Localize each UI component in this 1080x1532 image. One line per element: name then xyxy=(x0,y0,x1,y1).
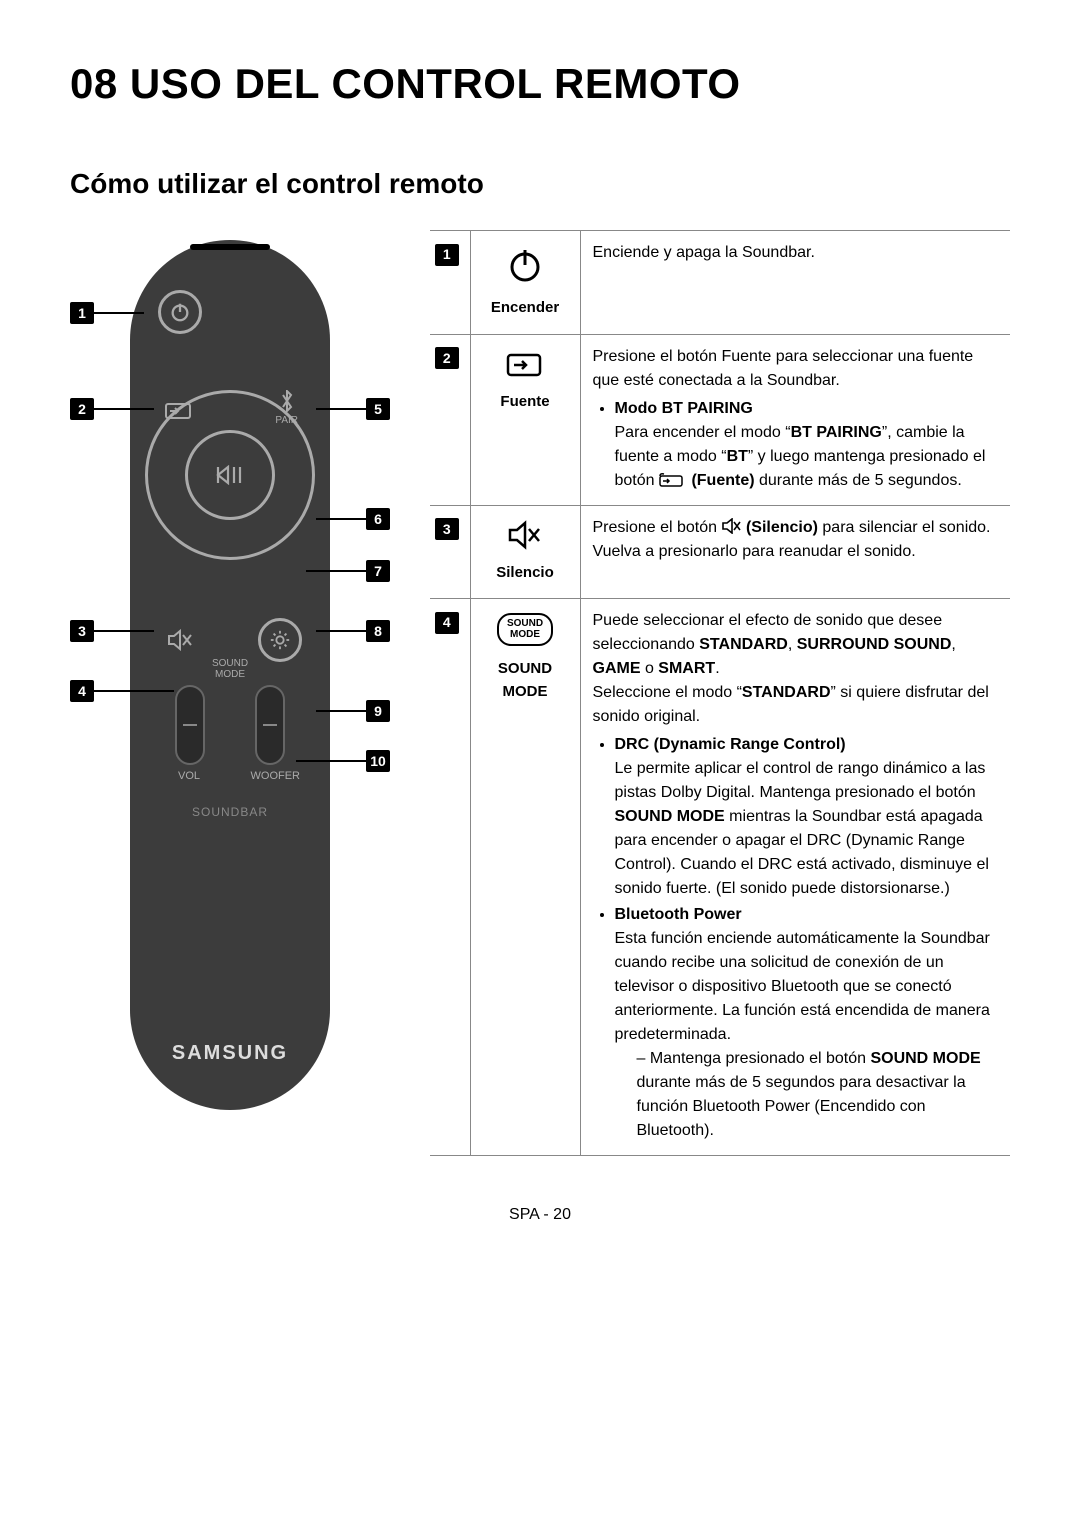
remote-diagram: PAIR SOUNDMODE VOL WOOFER SOUNDBAR SAMSU… xyxy=(70,230,390,1120)
remote-body: PAIR SOUNDMODE VOL WOOFER SOUNDBAR SAMSU… xyxy=(130,240,330,1110)
row-label: Silencio xyxy=(496,562,554,585)
row-label: Fuente xyxy=(500,391,549,414)
mute-icon xyxy=(507,520,543,550)
callout-badge: 6 xyxy=(366,508,390,530)
section-title: Cómo utilizar el control remoto xyxy=(70,168,1010,200)
callout-badge: 9 xyxy=(366,700,390,722)
sound-mode-label: SOUNDMODE xyxy=(212,658,248,680)
play-pause-button xyxy=(185,430,275,520)
description-table: 1 Encender Enciende y apaga la Soundbar.… xyxy=(430,230,1010,1156)
row-num: 4 xyxy=(435,612,459,634)
page-footer: SPA - 20 xyxy=(70,1206,1010,1224)
woofer-label: WOOFER xyxy=(251,770,301,782)
callout-badge: 4 xyxy=(70,680,94,702)
callout-badge: 3 xyxy=(70,620,94,642)
power-button xyxy=(158,290,202,334)
row-desc: Puede seleccionar el efecto de sonido qu… xyxy=(580,599,1010,1156)
row-num: 3 xyxy=(435,518,459,540)
ir-emitter xyxy=(190,244,270,250)
power-icon xyxy=(505,245,545,285)
row-label: SOUND MODE xyxy=(477,658,574,703)
callout-badge: 7 xyxy=(366,560,390,582)
row-num: 1 xyxy=(435,244,459,266)
mute-button xyxy=(158,618,202,662)
source-icon xyxy=(504,349,546,379)
table-row: 2 Fuente Presione el botón Fuente para s… xyxy=(430,334,1010,505)
brand-label: SAMSUNG xyxy=(172,1042,288,1065)
callout-badge: 5 xyxy=(366,398,390,420)
table-row: 3 Silencio Presione el botón (Silencio) … xyxy=(430,505,1010,599)
row-desc: Presione el botón Fuente para selecciona… xyxy=(580,334,1010,505)
row-num: 2 xyxy=(435,347,459,369)
callout-badge: 1 xyxy=(70,302,94,324)
row-desc: Enciende y apaga la Soundbar. xyxy=(580,231,1010,335)
callout-badge: 8 xyxy=(366,620,390,642)
soundbar-label: SOUNDBAR xyxy=(192,805,268,819)
row-desc: Presione el botón (Silencio) para silenc… xyxy=(580,505,1010,599)
content-row: PAIR SOUNDMODE VOL WOOFER SOUNDBAR SAMSU… xyxy=(70,230,1010,1156)
woofer-rocker xyxy=(255,685,285,765)
row-label: Encender xyxy=(491,297,559,320)
table-row: 4 SOUNDMODE SOUND MODE Puede seleccionar… xyxy=(430,599,1010,1156)
settings-button xyxy=(258,618,302,662)
callout-badge: 2 xyxy=(70,398,94,420)
table-row: 1 Encender Enciende y apaga la Soundbar. xyxy=(430,231,1010,335)
sound-mode-icon: SOUNDMODE xyxy=(497,613,553,646)
dpad-wheel xyxy=(145,390,315,560)
chapter-title: 08 USO DEL CONTROL REMOTO xyxy=(70,60,1010,108)
callout-badge: 10 xyxy=(366,750,390,772)
vol-rocker xyxy=(175,685,205,765)
vol-label: VOL xyxy=(178,770,200,782)
